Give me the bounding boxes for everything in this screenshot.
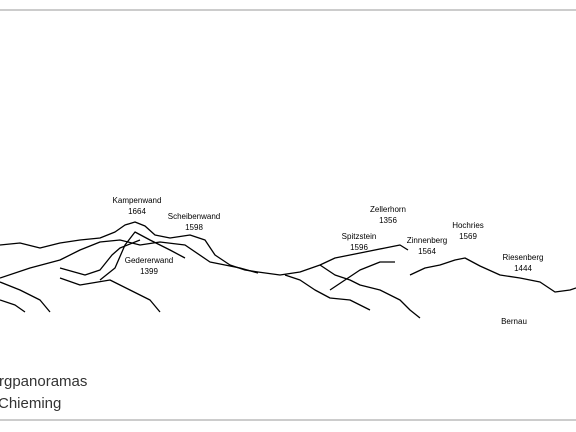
peak-height: 1564	[418, 247, 436, 256]
peak-height: 1399	[140, 267, 158, 276]
ridge	[59, 277, 161, 313]
ridge	[0, 221, 259, 273]
peak-height: 1569	[459, 232, 477, 241]
labels: Kampenwand 1664 Scheibenwand 1598 Gedererwan…	[113, 196, 544, 276]
ridge	[329, 261, 395, 291]
peak-name: Riesenberg	[503, 253, 544, 262]
ridge	[0, 281, 51, 313]
ridge	[99, 231, 186, 281]
ridge	[0, 299, 26, 313]
caption-line: Chieming	[0, 395, 61, 412]
peak-name: Gedererwand	[125, 256, 173, 265]
peak-height: 1598	[185, 223, 203, 232]
place-label: Bernau	[501, 317, 527, 326]
ridge	[284, 274, 371, 311]
ridge	[409, 257, 576, 293]
peak-name: Zinnenberg	[407, 236, 447, 245]
peak-name: Kampenwand	[113, 196, 162, 205]
ridge	[319, 264, 421, 319]
peak-height: 1596	[350, 243, 368, 252]
peak-name: Spitzstein	[342, 232, 377, 241]
peak-height: 1444	[514, 264, 532, 273]
ridge	[257, 244, 409, 276]
peak-height: 1664	[128, 207, 146, 216]
peak-name: Zellerhorn	[370, 205, 406, 214]
peak-height: 1356	[379, 216, 397, 225]
ridge	[59, 239, 141, 276]
caption-line: rgpanoramas	[0, 373, 87, 390]
peak-name: Hochries	[452, 221, 484, 230]
peak-name: Scheibenwand	[168, 212, 220, 221]
ridges	[0, 221, 576, 319]
ridge	[0, 239, 259, 279]
